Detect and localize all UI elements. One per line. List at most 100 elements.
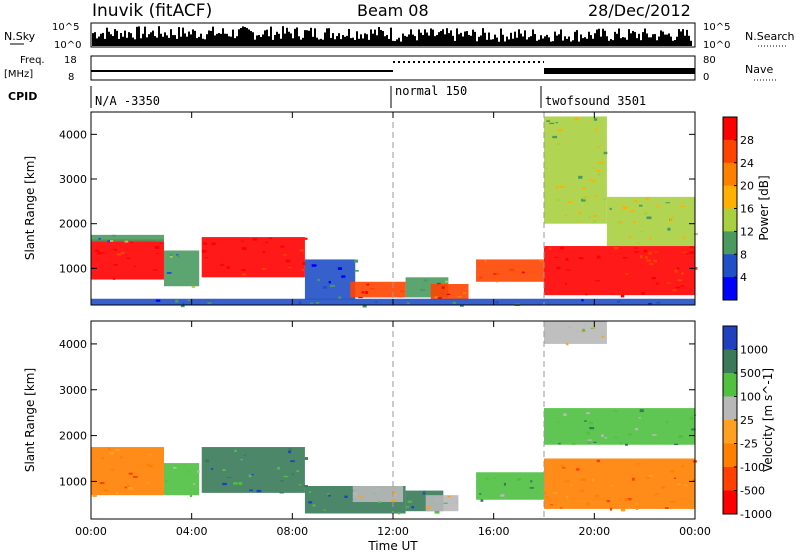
power-panel: 1000 2000 3000 4000 Slant Range [km] 28 24 20… bbox=[23, 111, 771, 308]
noise-bar bbox=[322, 39, 324, 46]
date-title: 28/Dec/2012 bbox=[588, 1, 691, 20]
data-speckle bbox=[677, 279, 683, 282]
noise-bar bbox=[224, 33, 226, 46]
noise-bar bbox=[360, 34, 362, 46]
data-speckle bbox=[203, 242, 207, 245]
colorbar-segment bbox=[723, 467, 737, 491]
data-speckle bbox=[680, 285, 685, 287]
data-speckle bbox=[317, 278, 320, 282]
data-speckle bbox=[422, 490, 426, 493]
data-speckle bbox=[407, 500, 412, 503]
noise-bar bbox=[440, 30, 442, 46]
data-speckle bbox=[112, 277, 116, 280]
data-speckle bbox=[252, 238, 257, 241]
data-speckle bbox=[570, 484, 573, 486]
data-speckle bbox=[645, 197, 650, 201]
noise-bar bbox=[178, 27, 180, 46]
noise-bar bbox=[532, 29, 534, 46]
data-speckle bbox=[644, 256, 648, 259]
noise-bar bbox=[534, 34, 536, 46]
data-speckle bbox=[620, 508, 626, 512]
noise-bar bbox=[492, 39, 494, 46]
data-speckle bbox=[651, 276, 657, 280]
noise-bar bbox=[204, 39, 206, 46]
data-speckle bbox=[561, 467, 566, 469]
data-speckle bbox=[241, 268, 246, 272]
freq-label-line1: Freq. bbox=[20, 55, 45, 66]
noise-bar bbox=[644, 28, 646, 46]
nave-tick-top: 80 bbox=[703, 55, 716, 66]
data-speckle bbox=[175, 254, 179, 256]
data-speckle bbox=[609, 507, 613, 511]
data-speckle bbox=[358, 296, 363, 299]
noise-bar bbox=[314, 28, 316, 46]
noise-bar bbox=[660, 30, 662, 46]
data-speckle bbox=[596, 255, 601, 259]
noise-bar bbox=[640, 40, 642, 46]
noise-bar bbox=[260, 36, 262, 46]
data-speckle bbox=[119, 456, 123, 459]
data-speckle bbox=[277, 466, 280, 470]
colorbar-tick-label: -25 bbox=[740, 438, 758, 451]
noise-bar bbox=[652, 34, 654, 46]
noise-bar bbox=[118, 38, 120, 46]
freq-trace-1 bbox=[91, 70, 393, 72]
noise-bar bbox=[620, 38, 622, 46]
data-speckle bbox=[566, 496, 569, 499]
cpid-segment-1: N/A -3350 bbox=[95, 94, 160, 108]
data-speckle bbox=[495, 273, 500, 275]
data-speckle bbox=[646, 476, 651, 479]
colorbar-segment bbox=[723, 139, 737, 164]
y-tick-label: 1000 bbox=[59, 262, 87, 275]
noise-bar bbox=[172, 35, 174, 46]
noise-bar bbox=[648, 37, 650, 46]
data-speckle bbox=[646, 259, 651, 262]
data-speckle bbox=[565, 257, 569, 261]
data-speckle bbox=[665, 506, 669, 509]
data-speckle bbox=[109, 240, 114, 242]
data-speckle bbox=[635, 503, 639, 506]
noise-bar bbox=[346, 35, 348, 46]
noise-bar bbox=[580, 34, 582, 46]
noise-bar bbox=[168, 37, 170, 46]
power-ylabel: Slant Range [km] bbox=[23, 156, 37, 260]
data-speckle bbox=[452, 301, 456, 304]
noise-bar bbox=[262, 34, 264, 46]
noise-bar bbox=[528, 37, 530, 46]
data-speckle bbox=[503, 482, 507, 486]
noise-bar bbox=[486, 39, 488, 46]
noise-bar bbox=[604, 30, 606, 46]
data-speckle bbox=[592, 220, 597, 223]
data-speckle bbox=[576, 220, 580, 223]
data-speckle bbox=[678, 435, 684, 439]
noise-bar bbox=[176, 38, 178, 46]
colorbar-tick-label: 1000 bbox=[740, 344, 768, 357]
data-speckle bbox=[586, 502, 590, 506]
noise-bar bbox=[92, 33, 94, 46]
noise-bar bbox=[162, 36, 164, 46]
noise-bar bbox=[588, 31, 590, 46]
cpid-segment-2: normal 150 bbox=[395, 84, 467, 98]
data-speckle bbox=[654, 251, 659, 253]
noise-bar bbox=[150, 32, 152, 46]
data-speckle bbox=[296, 470, 300, 472]
data-speckle bbox=[623, 498, 629, 502]
noise-bar bbox=[126, 37, 128, 46]
data-speckle bbox=[604, 437, 608, 439]
velocity-colorbar-label: Velocity [m s^-1] bbox=[761, 368, 775, 472]
x-tick-label: 20:00 bbox=[578, 525, 610, 538]
data-speckle bbox=[591, 478, 594, 482]
data-speckle bbox=[207, 302, 212, 304]
noise-bar bbox=[192, 29, 194, 46]
data-speckle bbox=[126, 485, 131, 488]
noise-bar bbox=[244, 27, 246, 46]
data-speckle bbox=[634, 247, 638, 249]
noise-bar bbox=[286, 27, 288, 46]
noise-bar bbox=[540, 35, 542, 46]
noise-bar bbox=[542, 38, 544, 46]
noise-bar bbox=[332, 33, 334, 46]
noise-bar bbox=[668, 33, 670, 46]
noise-bar bbox=[676, 36, 678, 46]
beam-title: Beam 08 bbox=[357, 1, 429, 20]
data-speckle bbox=[444, 280, 449, 283]
